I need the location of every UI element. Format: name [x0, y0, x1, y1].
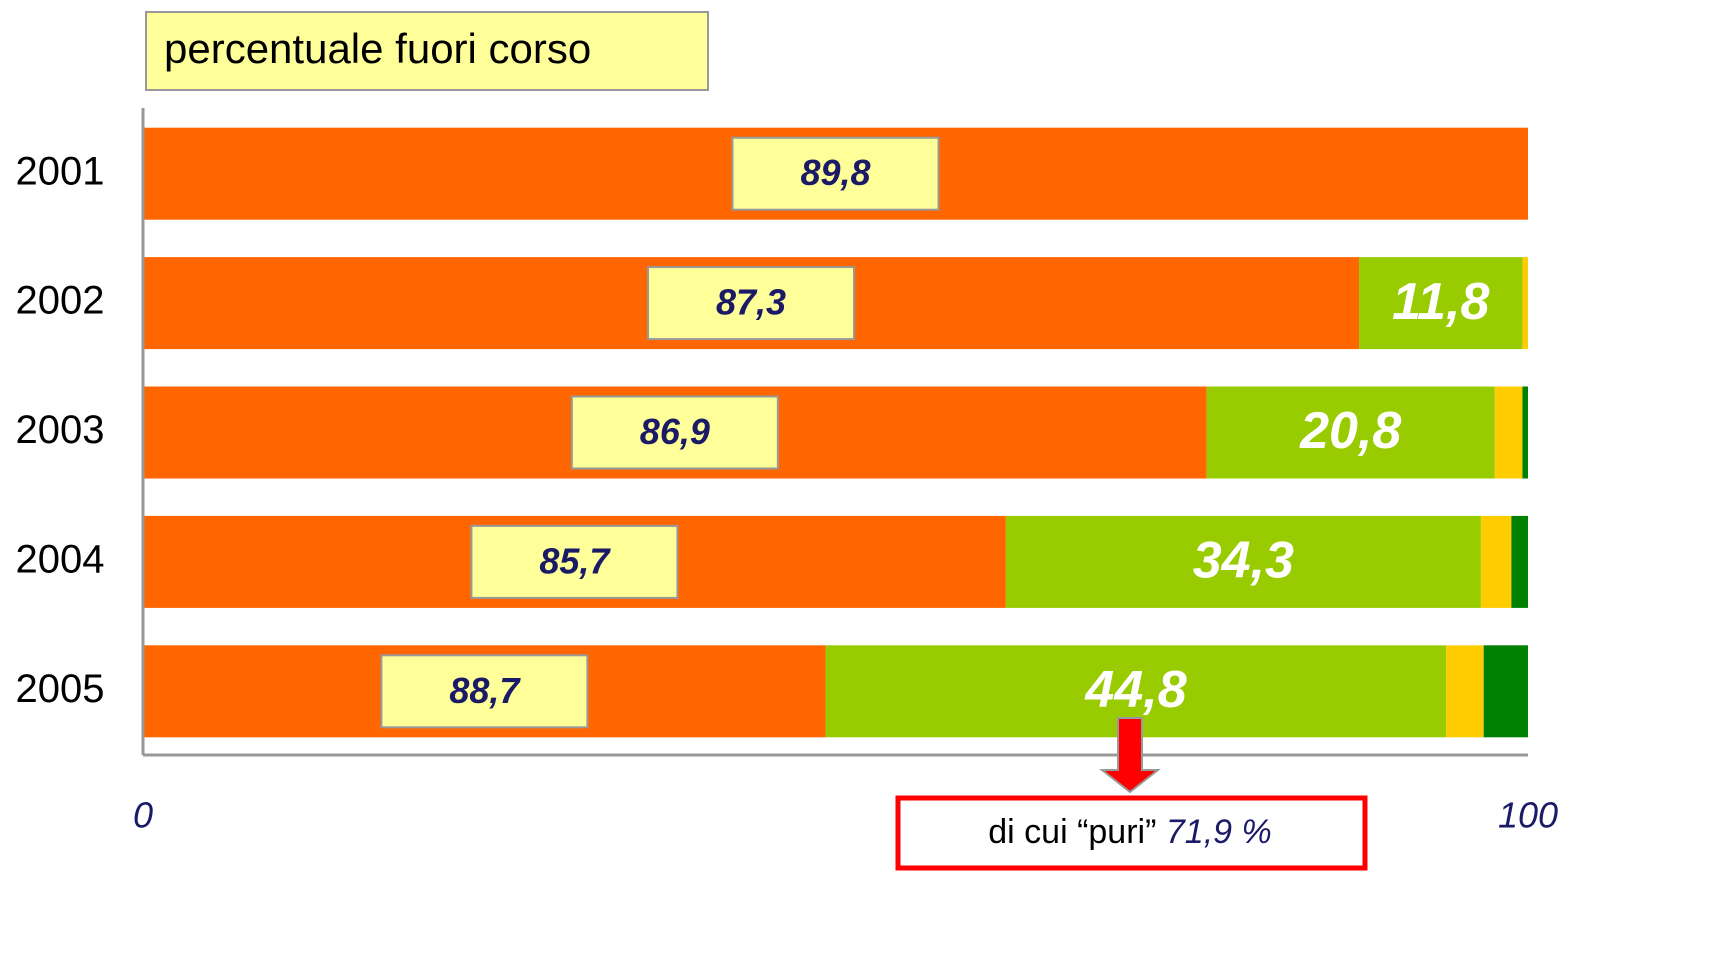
bar-segment — [1359, 257, 1523, 350]
y-tick-label: 2002 — [16, 279, 105, 323]
chart-title: percentuale fuori corso — [164, 25, 591, 72]
bar-segment — [1511, 515, 1528, 608]
annotation-box — [470, 524, 679, 599]
x-tick-label: 100 — [1498, 795, 1558, 836]
annotation: 88,7 — [449, 670, 521, 711]
annotation: 89,8 — [800, 152, 870, 193]
value-label: 20,8 — [1299, 402, 1401, 460]
y-tick-label: 2004 — [16, 537, 105, 581]
bar-segment — [1522, 386, 1528, 479]
annotation: 85,7 — [539, 540, 611, 581]
x-tick-label: 0 — [133, 795, 153, 836]
bar-segment — [1494, 386, 1523, 479]
annotation-box — [731, 136, 940, 211]
value-label: 34,3 — [1193, 532, 1294, 590]
annotation: 87,3 — [716, 282, 786, 323]
value-label: 11,8 — [1392, 273, 1489, 331]
bar-segment — [1446, 645, 1484, 738]
title-box — [145, 11, 709, 91]
annotation: 86,9 — [640, 411, 710, 452]
annotation-box — [380, 654, 589, 729]
callout-arrow — [1099, 717, 1161, 794]
bar-segment — [1005, 515, 1481, 608]
y-tick-label: 2003 — [16, 408, 105, 452]
y-tick-label: 2001 — [16, 149, 105, 193]
bar-segment — [1522, 257, 1528, 350]
bar-segment — [1480, 515, 1512, 608]
bar-segment — [1483, 645, 1528, 738]
plot: 89,8 87,3 11,8 86,9 20,8 85,7 34,3 88,7 44,8 — [143, 127, 1528, 738]
callout-text: di cui “puri” 71,9 % — [988, 813, 1271, 851]
bar-segment — [1206, 386, 1495, 479]
value-label: 44,8 — [1084, 661, 1186, 719]
y-tick-label: 2005 — [16, 667, 105, 711]
annotation-box — [570, 395, 779, 470]
annotation-box — [647, 266, 856, 341]
callout-box — [895, 795, 1368, 871]
